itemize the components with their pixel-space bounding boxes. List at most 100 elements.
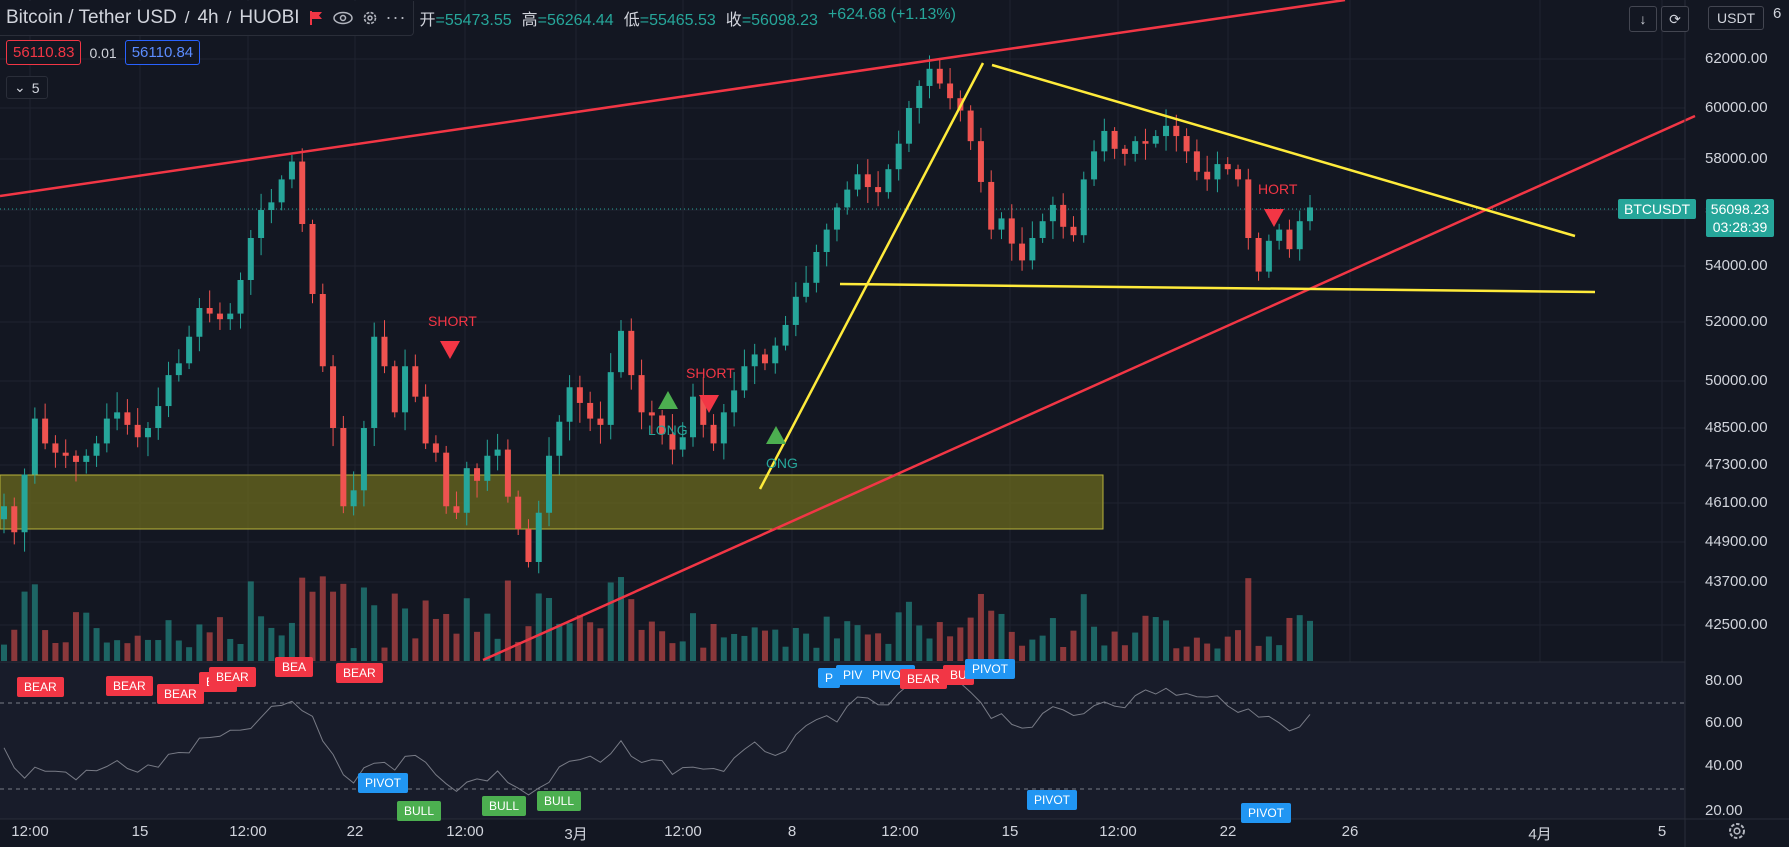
volume-bars <box>1 576 1313 661</box>
volume-bar <box>967 617 974 661</box>
candle-body <box>618 330 625 373</box>
pivot-tag: P <box>818 668 841 688</box>
candle-body <box>741 366 748 391</box>
time-tick-label: 12:00 <box>11 823 49 840</box>
volume-bar <box>936 622 943 661</box>
candle-body <box>648 412 655 416</box>
volume-bar <box>42 630 49 661</box>
indicators-toggle[interactable]: ⌄ 5 <box>6 76 48 99</box>
volume-bar <box>1152 617 1159 661</box>
volume-bar <box>710 624 717 661</box>
candle-body <box>823 229 830 252</box>
time-tick-label: 4月 <box>1528 826 1552 843</box>
candle-body <box>1029 238 1036 261</box>
candle-body <box>1296 221 1303 250</box>
bear-tag: BEAR <box>157 684 204 704</box>
candle-body <box>1265 240 1272 272</box>
candle-body <box>463 468 470 513</box>
price-tick-label: 62000.00 <box>1705 50 1768 67</box>
volume-bar <box>453 633 460 661</box>
volume-bar <box>504 580 511 661</box>
symbol-legend[interactable]: Bitcoin / Tether USD / 4h / HUOBI ··· <box>0 0 414 36</box>
volume-bar <box>638 629 645 661</box>
candle-body <box>803 282 810 297</box>
volume-bar <box>1142 615 1149 661</box>
eye-icon[interactable] <box>332 10 354 26</box>
chevron-down-icon: ⌄ <box>14 79 26 95</box>
currency-button[interactable]: USDT <box>1708 6 1765 30</box>
refresh-icon: ⟳ <box>1669 10 1681 27</box>
oscillator-path <box>3 677 1311 796</box>
candle-body <box>42 418 49 444</box>
bid-price-button[interactable]: 56110.83 <box>6 40 82 65</box>
volume-bar <box>1173 648 1180 661</box>
more-icon[interactable]: ··· <box>385 7 407 27</box>
bear-tag: BEAR <box>17 677 64 697</box>
pivot-tag: PIVOT <box>358 773 409 793</box>
candle-body <box>124 412 131 425</box>
candle-body <box>227 313 234 320</box>
time-tick-label: 26 <box>1341 823 1359 840</box>
low-label: 低 <box>623 12 640 29</box>
volume-bar <box>83 612 90 661</box>
settings-gear-icon[interactable] <box>1726 820 1748 842</box>
interval-label: 4h <box>197 6 219 28</box>
download-button[interactable]: ↓ <box>1629 6 1657 32</box>
volume-bar <box>227 638 234 661</box>
open-value: =55473.55 <box>435 12 512 29</box>
candle-body <box>474 468 481 481</box>
gear-icon[interactable] <box>362 10 378 26</box>
candle-body <box>1019 243 1026 261</box>
volume-bar <box>206 632 213 661</box>
volume-bar <box>772 629 779 661</box>
candle-body <box>556 421 563 456</box>
volume-bar <box>618 577 625 661</box>
bear-tag: BEAR <box>209 667 256 687</box>
flag-icon[interactable] <box>308 10 324 26</box>
candle-body <box>1173 125 1180 137</box>
short-arrow-icon <box>1264 209 1284 227</box>
volume-bar <box>1070 630 1077 661</box>
channel-top-line <box>0 0 1346 198</box>
time-tick-label: 15 <box>131 823 149 840</box>
volume-bar <box>175 640 182 661</box>
candle-body <box>1193 151 1200 172</box>
ask-price-button[interactable]: 56110.84 <box>124 40 201 65</box>
volume-bar <box>391 593 398 661</box>
price-tick-label: 43700.00 <box>1705 573 1768 590</box>
candle-body <box>330 366 337 428</box>
osc-tick-label: 60.00 <box>1705 714 1743 731</box>
price-tick-label: 47300.00 <box>1705 456 1768 473</box>
candle-body <box>515 496 522 529</box>
volume-bar <box>1276 645 1283 661</box>
order-row: 56110.83 0.01 56110.84 <box>6 40 201 65</box>
volume-bar <box>844 621 851 661</box>
candle-body <box>535 512 542 562</box>
candle-body <box>988 181 995 230</box>
volume-bar <box>371 605 378 661</box>
candle-body <box>381 336 388 367</box>
volume-bar <box>1286 617 1293 661</box>
candle-body <box>237 280 244 314</box>
volume-bar <box>258 616 265 661</box>
price-axis-clipped: 6 <box>1773 5 1782 22</box>
candle-body <box>288 161 295 180</box>
time-tick-label: 22 <box>1219 823 1237 840</box>
candle-body <box>453 506 460 513</box>
refresh-button[interactable]: ⟳ <box>1661 6 1689 32</box>
volume-bar <box>381 647 388 661</box>
high-label: 高 <box>521 12 538 29</box>
candle-body <box>319 294 326 367</box>
candle-body <box>1080 179 1087 236</box>
volume-bar <box>648 621 655 661</box>
volume-bar <box>309 591 316 661</box>
long-arrow-icon <box>658 391 678 409</box>
volume-bar <box>1121 645 1128 661</box>
volume-bar <box>587 622 594 661</box>
candle-body <box>1204 171 1211 180</box>
volume-bar <box>731 633 738 661</box>
volume-bar <box>782 646 789 661</box>
price-tick-label: 52000.00 <box>1705 313 1768 330</box>
volume-bar <box>402 608 409 661</box>
